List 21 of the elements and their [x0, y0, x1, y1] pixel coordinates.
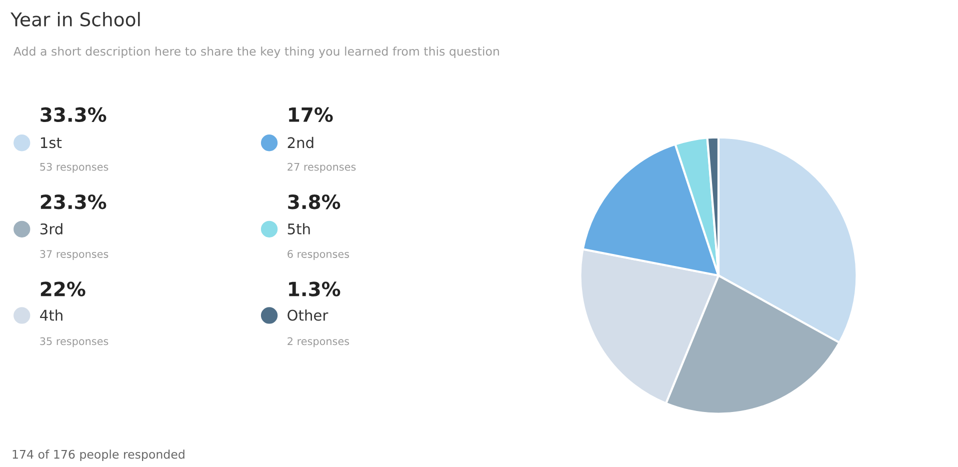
chart-subtitle: Add a short description here to share the key thing you learned from this question — [14, 46, 499, 58]
data-label: 33.3% — [40, 107, 106, 122]
text: 35 responses — [40, 337, 108, 348]
data-label: 22% — [40, 282, 86, 296]
legend-label: 1st — [40, 137, 62, 148]
text: 174 of 176 people responded — [12, 450, 184, 462]
chart-title: Year in School — [10, 12, 140, 26]
text: 53 responses — [40, 162, 108, 173]
text: 27 responses — [288, 162, 356, 173]
legend-label: Other — [288, 309, 328, 321]
data-label: 3.8% — [288, 194, 340, 210]
legend-label: 3rd — [40, 223, 62, 234]
legend-label: 2nd — [288, 136, 314, 148]
legend-label: 4th — [40, 309, 62, 321]
data-label: 23.3% — [40, 194, 106, 210]
data-label: 17% — [289, 107, 333, 122]
text: 37 responses — [40, 250, 108, 260]
data-label: 1.3% — [289, 282, 340, 296]
text: 6 responses — [288, 250, 350, 260]
legend-label: 5th — [288, 223, 310, 234]
text: 2 responses — [288, 337, 350, 348]
